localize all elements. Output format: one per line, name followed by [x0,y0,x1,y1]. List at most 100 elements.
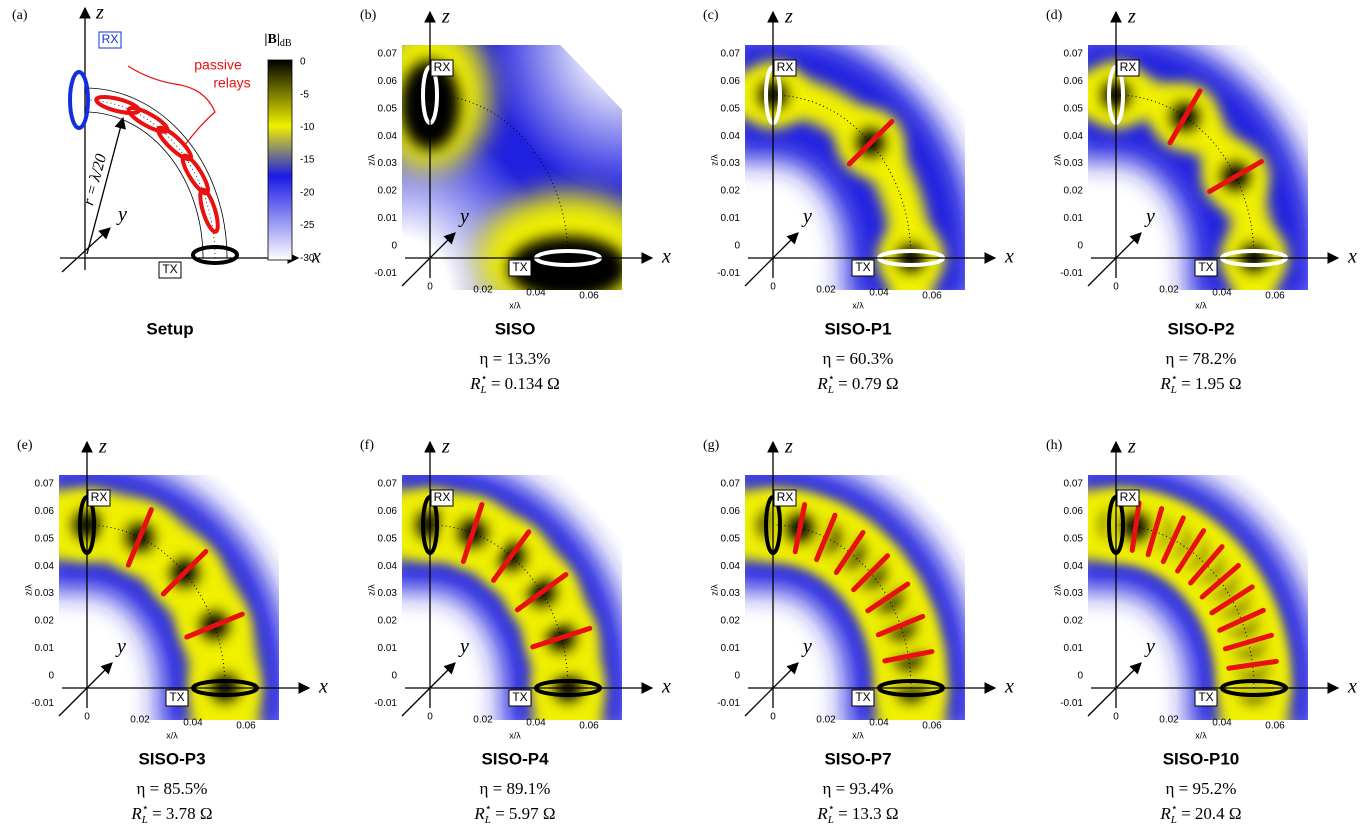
field-map [1066,475,1308,738]
z-tick-label: 0.06 [721,76,741,87]
x-tick-label: 0.06 [579,721,599,732]
caption-efficiency: η = 89.1% [480,779,551,798]
z-tick-label: 0.07 [721,49,741,60]
field-map [1066,45,1308,308]
z-tick-label: 0.07 [378,479,398,490]
coil-label: RX [434,60,451,74]
x-tick-label: 0.06 [579,291,599,302]
z-tick-label: 0.02 [378,186,398,197]
axis-name: z [98,436,107,458]
caption-title: SISO-P4 [481,749,549,768]
z-tick-label: 0.02 [378,616,398,627]
z-tick-label: 0.07 [35,479,55,490]
panel-label: (f) [360,438,374,453]
z-tick-label: 0.07 [1064,479,1084,490]
panel-label: (e) [17,438,33,453]
z-tick-label: 0.04 [721,131,741,142]
panel-label: (c) [703,8,719,23]
load-symbol: R [1159,804,1171,823]
z-tick-label: 0.05 [35,533,55,544]
axis-name: y [115,636,126,658]
axis-name: z [1127,436,1136,458]
x-tick-label: 0.02 [473,715,493,726]
load-value: = 0.79 Ω [834,374,899,393]
x-tick-label: 0.06 [1265,291,1285,302]
z-tick-label: 0.06 [721,506,741,517]
field-map [723,475,965,738]
z-tick-label: -0.01 [717,268,740,279]
arc-guide [85,100,215,258]
z-tick-label: 0 [391,240,397,251]
x-axis-label: x/λ [509,730,521,740]
z-tick-label: 0.01 [1064,213,1084,224]
field-map [723,45,965,308]
colorbar-tick: -20 [300,187,315,198]
z-tick-label: 0.06 [378,76,398,87]
z-tick-label: 0.04 [1064,561,1084,572]
axis-name: x [1004,246,1014,268]
load-value: = 5.97 Ω [491,804,556,823]
x-axis-label: x/λ [852,300,864,310]
z-tick-label: 0.02 [721,616,741,627]
z-tick-label: 0.01 [1064,643,1084,654]
axis-name: y [116,204,127,226]
coil-label: RX [1120,60,1137,74]
z-tick-label: 0.06 [1064,506,1084,517]
z-tick-label: 0 [734,670,740,681]
z-tick-label: 0.03 [35,588,55,599]
coil-label: TX [1198,260,1213,274]
axis-name: y [801,206,812,228]
z-tick-label: 0.04 [378,131,398,142]
caption-load: R⋆L = 0.134 Ω [469,372,560,396]
x-tick-label: 0.02 [473,285,493,296]
z-tick-label: 0.05 [721,103,741,114]
z-tick-label: 0.03 [378,588,398,599]
coil-label: TX [169,690,184,704]
z-tick-label: 0.06 [35,506,55,517]
load-value: = 3.78 Ω [148,804,213,823]
caption-load: R⋆L = 0.79 Ω [816,372,898,396]
load-value: = 0.134 Ω [487,374,560,393]
arc-guide [85,112,203,258]
z-tick-label: 0.04 [721,561,741,572]
load-sub: L [827,384,834,396]
x-tick-label: 0 [770,282,776,293]
load-sub: L [827,814,834,826]
caption-load: R⋆L = 1.95 Ω [1159,372,1241,396]
z-tick-label: 0.03 [721,588,741,599]
z-tick-label: 0.02 [1064,616,1084,627]
x-tick-label: 0.04 [1212,718,1232,729]
axis-name: z [784,436,793,458]
z-tick-label: 0.01 [721,643,741,654]
caption-efficiency: η = 60.3% [823,349,894,368]
caption-title: Setup [146,319,193,338]
load-symbol: R [816,374,828,393]
z-tick-label: 0.01 [378,213,398,224]
x-axis-label: x/λ [852,730,864,740]
panel-label: (a) [12,8,28,23]
panel-label: (d) [1046,8,1063,23]
x-tick-label: 0 [427,282,433,293]
load-value: = 1.95 Ω [1177,374,1242,393]
x-axis-label: x/λ [1195,730,1207,740]
panel-label: (g) [703,438,720,453]
z-tick-label: 0.02 [721,186,741,197]
x-axis-label: x/λ [166,730,178,740]
caption-efficiency: η = 78.2% [1166,349,1237,368]
z-tick-label: 0.02 [35,616,55,627]
axis-name: z [1127,6,1136,28]
relay-coil [126,104,170,136]
colorbar-tick: -10 [300,122,315,133]
caption-efficiency: η = 13.3% [480,349,551,368]
caption-title: SISO-P7 [824,749,891,768]
axis-name: z [441,6,450,28]
axis-name: x [661,246,671,268]
coil-label: TX [855,690,870,704]
z-tick-label: 0 [391,670,397,681]
x-axis-label: x/λ [509,300,521,310]
z-axis-label: z/λ [1052,154,1062,166]
caption-load: R⋆L = 13.3 Ω [816,802,898,826]
coil-label: RX [1120,490,1137,504]
z-tick-label: 0.01 [35,643,55,654]
panel-label: (b) [360,8,377,23]
